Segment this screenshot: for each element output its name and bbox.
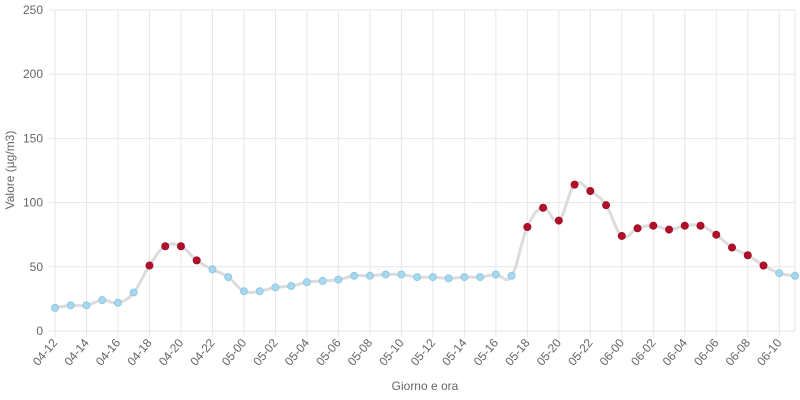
x-tick-label: 05-20 bbox=[534, 336, 565, 369]
x-tick-label: 05-06 bbox=[313, 336, 344, 369]
data-point bbox=[680, 221, 689, 230]
x-tick-label: 04-20 bbox=[156, 336, 187, 369]
x-tick-label: 06-04 bbox=[660, 336, 691, 369]
data-point bbox=[491, 270, 500, 279]
data-point bbox=[523, 222, 532, 231]
data-point bbox=[791, 271, 799, 280]
x-tick-label: 05-02 bbox=[250, 336, 281, 369]
x-tick-label: 04-22 bbox=[187, 336, 218, 369]
data-point bbox=[381, 270, 390, 279]
y-tick-label: 50 bbox=[30, 260, 44, 274]
data-point bbox=[113, 298, 122, 307]
data-point bbox=[728, 243, 737, 252]
x-tick-label: 06-06 bbox=[691, 336, 722, 369]
data-point bbox=[586, 187, 595, 196]
x-tick-label: 05-10 bbox=[376, 336, 407, 369]
data-point bbox=[665, 225, 674, 234]
x-tick-label: 05-04 bbox=[282, 336, 313, 369]
data-point bbox=[602, 201, 611, 210]
data-point bbox=[633, 224, 642, 233]
x-tick-label: 05-00 bbox=[219, 336, 250, 369]
x-tick-label: 06-00 bbox=[597, 336, 628, 369]
x-tick-label: 06-08 bbox=[723, 336, 754, 369]
data-point bbox=[712, 230, 721, 239]
data-point bbox=[192, 256, 201, 265]
data-point bbox=[176, 242, 185, 251]
data-point bbox=[554, 216, 563, 225]
data-point bbox=[334, 275, 343, 284]
data-point bbox=[617, 231, 626, 240]
data-point bbox=[444, 274, 453, 283]
data-point bbox=[98, 296, 107, 305]
data-point bbox=[696, 221, 705, 230]
data-point bbox=[365, 271, 374, 280]
data-point bbox=[287, 282, 296, 291]
data-point bbox=[239, 287, 248, 296]
y-axis-label: Valore (µg/m3) bbox=[3, 131, 17, 210]
x-tick-label: 05-14 bbox=[439, 336, 470, 369]
x-tick-label: 04-16 bbox=[93, 336, 124, 369]
data-point bbox=[413, 273, 422, 282]
x-tick-label: 04-14 bbox=[61, 336, 92, 369]
data-point bbox=[649, 221, 658, 230]
data-point bbox=[161, 242, 170, 251]
data-point bbox=[460, 273, 469, 282]
data-point bbox=[476, 273, 485, 282]
y-tick-label: 100 bbox=[23, 196, 43, 210]
data-point bbox=[224, 273, 233, 282]
x-tick-label: 05-18 bbox=[502, 336, 533, 369]
data-point bbox=[775, 269, 784, 278]
data-point bbox=[743, 251, 752, 260]
data-point bbox=[145, 261, 154, 270]
data-point bbox=[507, 271, 516, 280]
x-tick-label: 05-22 bbox=[565, 336, 596, 369]
data-point bbox=[66, 301, 75, 310]
x-tick-label: 04-18 bbox=[124, 336, 155, 369]
y-tick-label: 250 bbox=[23, 3, 43, 17]
data-point bbox=[539, 203, 548, 212]
x-tick-label: 06-02 bbox=[628, 336, 659, 369]
data-point bbox=[208, 265, 217, 274]
y-tick-label: 0 bbox=[36, 324, 43, 338]
y-tick-label: 150 bbox=[23, 131, 43, 145]
data-point bbox=[255, 287, 264, 296]
x-tick-label: 06-10 bbox=[754, 336, 785, 369]
data-point bbox=[51, 303, 59, 312]
data-point bbox=[271, 283, 280, 292]
data-point bbox=[428, 273, 437, 282]
data-point bbox=[350, 271, 359, 280]
x-tick-label: 05-16 bbox=[471, 336, 502, 369]
x-tick-label: 05-12 bbox=[408, 336, 439, 369]
data-point bbox=[318, 276, 327, 285]
data-point bbox=[129, 288, 138, 297]
data-point bbox=[759, 261, 768, 270]
x-tick-label: 04-12 bbox=[30, 336, 61, 369]
y-tick-label: 200 bbox=[23, 67, 43, 81]
x-tick-label: 05-08 bbox=[345, 336, 376, 369]
data-point bbox=[82, 301, 91, 310]
data-point bbox=[570, 180, 579, 189]
data-point bbox=[302, 278, 311, 287]
x-axis-label: Giorno e ora bbox=[392, 379, 459, 393]
data-point bbox=[397, 270, 406, 279]
